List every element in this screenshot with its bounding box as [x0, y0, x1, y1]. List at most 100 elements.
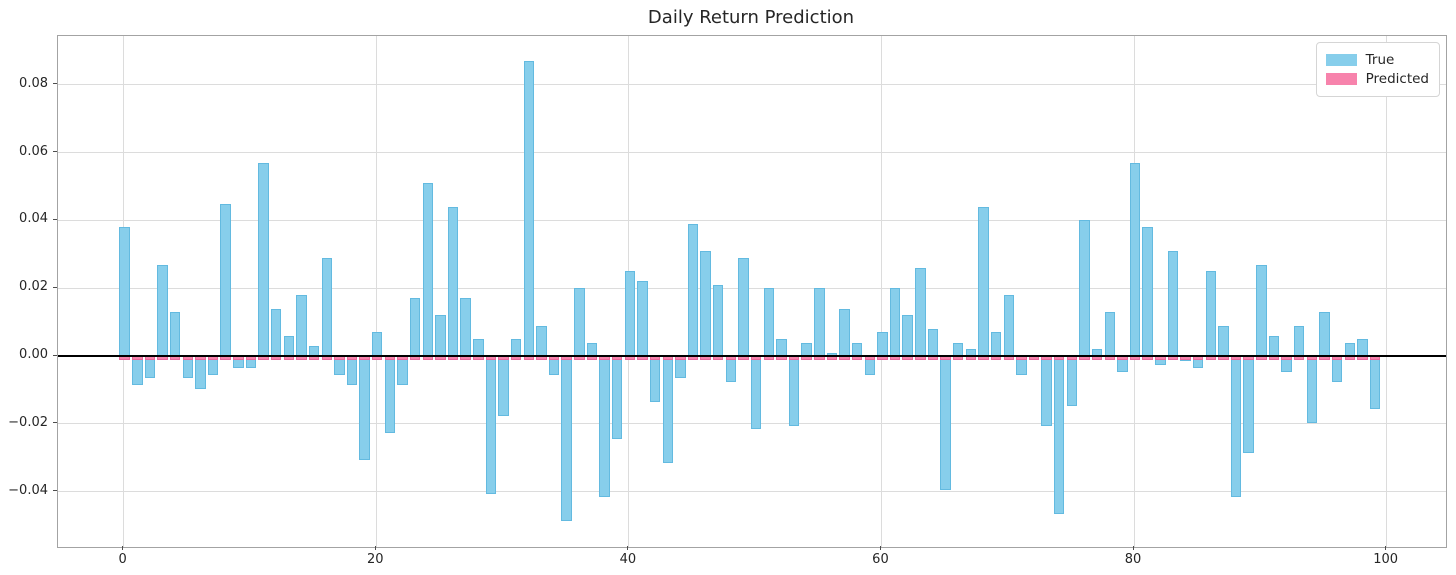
x-tick-label: 100: [1373, 552, 1399, 567]
bar-true: [700, 250, 711, 359]
bar-true: [346, 356, 358, 386]
x-tick-label: 80: [1124, 552, 1142, 567]
legend-item-predicted: Predicted: [1325, 71, 1429, 87]
y-tick-mark: [53, 83, 57, 85]
bar-true: [132, 356, 143, 386]
x-tick-mark: [1385, 546, 1387, 550]
bar-true: [814, 288, 825, 359]
plot-area: True Predicted: [57, 35, 1447, 548]
bar-true: [624, 271, 636, 359]
bar-true: [1230, 356, 1242, 498]
bar-true: [839, 308, 850, 359]
bar-true: [1218, 325, 1229, 359]
y-tick-mark: [53, 490, 57, 492]
bar-true: [788, 356, 800, 426]
bar-true: [119, 227, 130, 359]
y-tick-label: −0.04: [8, 482, 48, 498]
y-tick-label: −0.02: [8, 414, 48, 430]
bar-true: [1003, 295, 1014, 359]
y-tick-label: 0.00: [19, 347, 48, 363]
x-tick-mark: [374, 546, 376, 550]
bar-true: [1054, 356, 1065, 515]
bar-true: [1306, 356, 1318, 423]
x-tick-label: 0: [118, 552, 127, 567]
x-tick-mark: [1132, 546, 1134, 550]
y-tick-label: 0.06: [19, 143, 48, 159]
x-tick-label: 40: [619, 552, 637, 567]
bar-true: [422, 183, 433, 359]
bar-true: [498, 356, 509, 416]
bar-true: [713, 284, 724, 359]
legend-label-true: True: [1365, 52, 1395, 68]
bar-true: [447, 206, 459, 359]
bar-true: [1319, 312, 1330, 359]
bar-true: [258, 162, 269, 359]
bar-true: [889, 288, 901, 359]
y-tick-mark: [53, 218, 57, 220]
bar-true: [460, 298, 471, 359]
bar-true: [296, 295, 307, 359]
bar-true: [637, 281, 648, 359]
y-gridline: [58, 84, 1446, 86]
y-gridline: [58, 491, 1446, 493]
bar-true: [195, 356, 206, 389]
bar-true: [1142, 227, 1153, 359]
y-tick-mark: [53, 422, 57, 424]
bar-true: [1104, 312, 1115, 359]
bar-true: [485, 356, 497, 494]
bar-true: [927, 328, 939, 359]
x-gridline: [880, 36, 882, 547]
chart-title: Daily Return Prediction: [647, 7, 855, 28]
bar-true: [1205, 271, 1217, 359]
bar-true: [561, 356, 572, 521]
bar-true: [523, 61, 535, 359]
x-gridline: [375, 36, 377, 547]
y-tick-label: 0.02: [19, 279, 48, 295]
x-tick-label: 60: [872, 552, 889, 567]
bar-true: [359, 356, 370, 460]
bar-true: [725, 356, 737, 382]
y-tick-mark: [53, 151, 57, 153]
bar-true: [1243, 356, 1254, 454]
bar-true: [978, 206, 989, 359]
bar-true: [1167, 250, 1179, 359]
x-tick-mark: [122, 546, 124, 550]
bar-true: [612, 356, 623, 440]
x-tick-label: 20: [366, 552, 384, 567]
legend-label-predicted: Predicted: [1365, 71, 1429, 87]
bar-true: [662, 356, 673, 464]
bar-true: [157, 264, 168, 359]
bar-true: [574, 288, 585, 359]
bar-true: [1079, 220, 1090, 359]
bar-true: [738, 257, 749, 359]
predicted-series-swatch-icon: [1325, 73, 1357, 85]
y-tick-label: 0.08: [19, 75, 48, 91]
bar-true: [270, 308, 282, 359]
bar-true: [1294, 325, 1305, 359]
bar-true: [1331, 356, 1343, 382]
zero-baseline: [58, 355, 1446, 357]
y-gridline: [58, 152, 1446, 154]
bar-true: [1041, 356, 1052, 426]
bar-true: [321, 257, 332, 359]
bar-true: [915, 267, 926, 359]
x-tick-mark: [879, 546, 881, 550]
y-tick-mark: [53, 286, 57, 288]
bar-true: [409, 298, 421, 359]
bar-true: [536, 325, 547, 359]
bar-true: [763, 288, 774, 359]
y-tick-mark: [53, 354, 57, 356]
y-gridline: [58, 219, 1446, 221]
x-gridline: [1386, 36, 1388, 547]
bar-true: [599, 356, 610, 498]
bar-true: [384, 356, 396, 433]
bar-true: [397, 356, 408, 386]
bar-true: [902, 315, 913, 359]
bar-true: [649, 356, 661, 403]
bar-true: [1369, 356, 1381, 409]
y-tick-label: 0.04: [19, 211, 48, 227]
true-series-swatch-icon: [1325, 54, 1357, 66]
bar-true: [435, 315, 446, 359]
y-gridline: [58, 287, 1446, 289]
